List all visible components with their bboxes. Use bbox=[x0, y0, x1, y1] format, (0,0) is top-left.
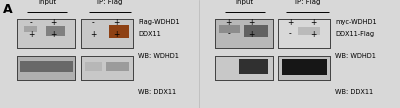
Bar bbox=[17, 56, 75, 80]
Text: -: - bbox=[228, 29, 230, 39]
Bar bbox=[81, 19, 133, 48]
Text: +: + bbox=[113, 18, 119, 27]
Text: Flag-WDHD1: Flag-WDHD1 bbox=[138, 19, 180, 25]
Bar bbox=[215, 56, 273, 80]
Bar bbox=[24, 26, 37, 32]
Bar bbox=[215, 19, 273, 48]
Text: +: + bbox=[248, 18, 254, 27]
Bar bbox=[282, 59, 327, 75]
Text: +: + bbox=[28, 29, 34, 39]
Bar bbox=[239, 59, 268, 74]
Bar bbox=[220, 25, 240, 33]
Bar bbox=[17, 19, 75, 48]
Bar bbox=[17, 56, 75, 80]
Text: myc-WDHD1: myc-WDHD1 bbox=[335, 19, 377, 25]
Text: DDX11-Flag: DDX11-Flag bbox=[335, 31, 374, 37]
Text: +: + bbox=[248, 29, 254, 39]
Text: -: - bbox=[92, 18, 94, 27]
Text: WB: WDHD1: WB: WDHD1 bbox=[138, 53, 179, 59]
Text: +: + bbox=[310, 29, 316, 39]
Bar bbox=[20, 61, 73, 72]
Text: +: + bbox=[90, 29, 96, 39]
Text: +: + bbox=[50, 18, 56, 27]
Text: -: - bbox=[30, 18, 32, 27]
Bar bbox=[215, 56, 273, 80]
Text: +: + bbox=[113, 29, 119, 39]
Bar bbox=[298, 27, 320, 35]
Bar bbox=[110, 25, 129, 38]
Text: -: - bbox=[289, 29, 292, 39]
Bar bbox=[81, 19, 133, 48]
Text: +: + bbox=[50, 29, 56, 39]
Bar bbox=[85, 62, 102, 71]
Bar bbox=[81, 56, 133, 80]
Bar bbox=[215, 19, 273, 48]
Bar bbox=[278, 56, 330, 80]
Text: A: A bbox=[3, 3, 13, 16]
Text: IP: Flag: IP: Flag bbox=[294, 0, 320, 5]
Text: WB: WDHD1: WB: WDHD1 bbox=[335, 53, 376, 59]
Bar bbox=[106, 62, 129, 71]
Text: +: + bbox=[310, 18, 316, 27]
Bar bbox=[17, 19, 75, 48]
Text: DDX11: DDX11 bbox=[138, 31, 161, 37]
Text: Input: Input bbox=[236, 0, 254, 5]
Bar bbox=[244, 25, 268, 37]
Bar bbox=[278, 19, 330, 48]
Text: +: + bbox=[226, 18, 232, 27]
Text: IP: Flag: IP: Flag bbox=[97, 0, 123, 5]
Bar bbox=[46, 26, 65, 36]
Bar bbox=[278, 56, 330, 80]
Bar bbox=[81, 56, 133, 80]
Bar bbox=[278, 19, 330, 48]
Text: WB: DDX11: WB: DDX11 bbox=[335, 89, 373, 95]
Text: +: + bbox=[287, 18, 294, 27]
Text: Input: Input bbox=[38, 0, 56, 5]
Text: WB: DDX11: WB: DDX11 bbox=[138, 89, 176, 95]
